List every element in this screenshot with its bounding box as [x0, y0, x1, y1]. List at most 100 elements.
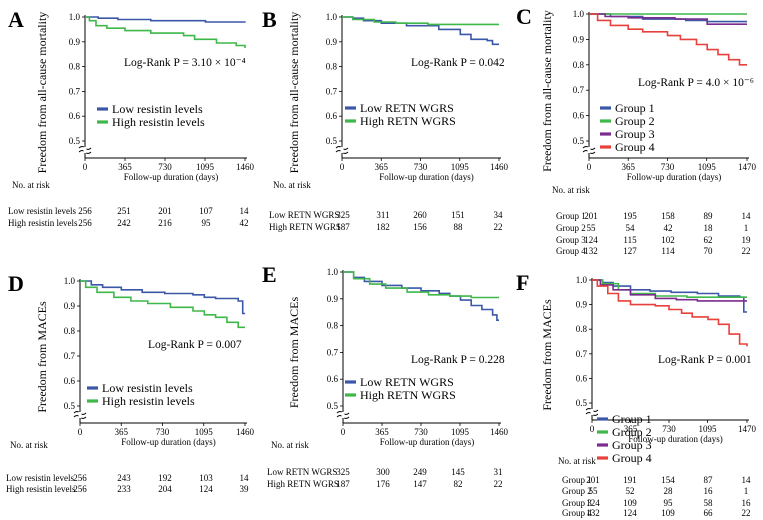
x-tick-label: 1470 [738, 162, 757, 172]
risk-count: 28 [664, 486, 674, 496]
y-axis-label: Freedom from MACEs [35, 301, 49, 413]
x-tick-label: 1460 [236, 427, 255, 437]
survival-curve-1 [80, 280, 245, 315]
axis-break-gap [340, 147, 344, 153]
y-tick-label: 1.0 [69, 12, 81, 22]
y-tick-label: 0.9 [64, 301, 76, 311]
risk-row-label: Group 2 [562, 486, 592, 496]
y-tick-label: 0.5 [64, 401, 76, 411]
panel-letter: B [262, 7, 277, 32]
x-axis-label: Follow-up duration (days) [379, 172, 474, 182]
risk-count: 132 [584, 246, 598, 256]
risk-count: 22 [494, 479, 503, 489]
y-tick-label: 0.8 [326, 62, 338, 72]
risk-count: 147 [413, 479, 427, 489]
risk-count: 16 [742, 498, 752, 508]
legend-label: Low RETN WGRS [360, 101, 454, 115]
risk-count: 55 [587, 223, 597, 233]
y-tick-label: 0.6 [576, 373, 588, 383]
y-tick-label: 1.0 [326, 12, 338, 22]
risk-count: 109 [623, 498, 637, 508]
legend-label: High RETN WGRS [360, 114, 456, 128]
risk-count: 55 [589, 486, 599, 496]
risk-table-header: No. at risk [271, 440, 309, 450]
y-tick-label: 0.9 [573, 34, 585, 44]
legend-label: Group 4 [612, 451, 652, 465]
y-tick-label: 0.7 [69, 86, 81, 96]
risk-count: 154 [661, 475, 675, 485]
risk-count: 300 [376, 467, 390, 477]
y-tick-label: 0.5 [576, 398, 588, 408]
survival-curve-4 [592, 279, 748, 347]
risk-count: 127 [623, 246, 637, 256]
panel-f: F 1.0 0.9 0.8 0.7 0.6 0.5 0 365 730 1095 1470 Follow… [516, 270, 757, 518]
risk-count: 256 [78, 206, 92, 216]
logrank-pvalue: Log-Rank P = 0.007 [148, 339, 242, 351]
x-tick-label: 365 [115, 427, 129, 437]
x-axis-label: Follow-up duration (days) [121, 437, 216, 447]
legend-label: High RETN WGRS [360, 388, 456, 402]
risk-row-label: Group 1 [562, 475, 592, 485]
risk-count: 87 [704, 475, 714, 485]
risk-count: 145 [451, 467, 465, 477]
panel-letter: C [516, 4, 532, 29]
x-axis-label: Follow-up duration (days) [627, 172, 722, 182]
risk-count: 191 [623, 475, 637, 485]
legend-label: Group 4 [615, 140, 655, 154]
y-tick-label: 0.6 [69, 111, 81, 121]
logrank-pvalue: Log-Rank P = 4.0 × 10⁻⁶ [638, 77, 754, 89]
legend-label: High resistin levels [112, 115, 205, 129]
risk-row-label: Low resistin levels [6, 473, 74, 483]
x-tick-label: 1095 [195, 427, 214, 437]
x-tick-label: 1095 [451, 162, 470, 172]
risk-row-label: High RETN WGRS [269, 222, 341, 232]
risk-count: 216 [158, 218, 172, 228]
risk-count: 204 [158, 484, 172, 494]
risk-count: 311 [376, 210, 389, 220]
risk-count: 42 [240, 218, 249, 228]
x-tick-label: 365 [624, 424, 638, 434]
logrank-pvalue: Log-Rank P = 0.042 [411, 57, 505, 69]
y-tick-label: 0.7 [576, 349, 588, 359]
axis-break-gap [83, 147, 87, 153]
risk-count: 14 [742, 475, 752, 485]
y-tick-label: 0.8 [573, 60, 585, 70]
legend-label: Low RETN WGRS [360, 375, 454, 389]
risk-count: 251 [117, 206, 131, 216]
y-tick-label: 0.9 [326, 37, 338, 47]
y-tick-label: 1.0 [573, 9, 585, 19]
risk-count: 39 [240, 484, 250, 494]
risk-row-label: Group 4 [556, 246, 586, 256]
risk-count: 102 [661, 235, 675, 245]
risk-count: 107 [199, 206, 213, 216]
risk-row-label: Group 2 [556, 223, 586, 233]
risk-count: 243 [117, 473, 131, 483]
risk-count: 18 [704, 223, 714, 233]
legend-label: Low resistin levels [112, 102, 203, 116]
risk-count: 201 [158, 206, 172, 216]
y-tick-label: 1.0 [327, 267, 339, 277]
panel-letter: E [262, 262, 277, 287]
y-tick-label: 0.5 [326, 136, 338, 146]
risk-count: 201 [586, 475, 600, 485]
risk-count: 195 [623, 211, 637, 221]
risk-row-label: Group 3 [562, 498, 592, 508]
x-tick-label: 730 [156, 427, 170, 437]
x-tick-label: 0 [587, 162, 592, 172]
panel-d: D 1.0 0.9 0.8 0.7 0.6 0.5 0 365 730 1095 1460 Follow… [6, 271, 255, 494]
risk-count: 89 [704, 211, 714, 221]
axis-break-gap [590, 409, 594, 415]
risk-count: 114 [661, 246, 675, 256]
survival-curve-4 [589, 13, 747, 66]
x-tick-label: 0 [83, 162, 88, 172]
risk-count: 124 [199, 484, 213, 494]
legend-label: Group 1 [612, 412, 652, 426]
risk-row-label: Low RETN WGRS [269, 210, 339, 220]
risk-count: 249 [413, 467, 427, 477]
risk-count: 95 [202, 218, 212, 228]
panel-letter: A [8, 7, 24, 32]
risk-row-label: High RETN WGRS [267, 479, 339, 489]
risk-count: 19 [742, 235, 752, 245]
x-axis-label: Follow-up duration (days) [628, 434, 723, 444]
y-tick-label: 0.6 [327, 374, 339, 384]
